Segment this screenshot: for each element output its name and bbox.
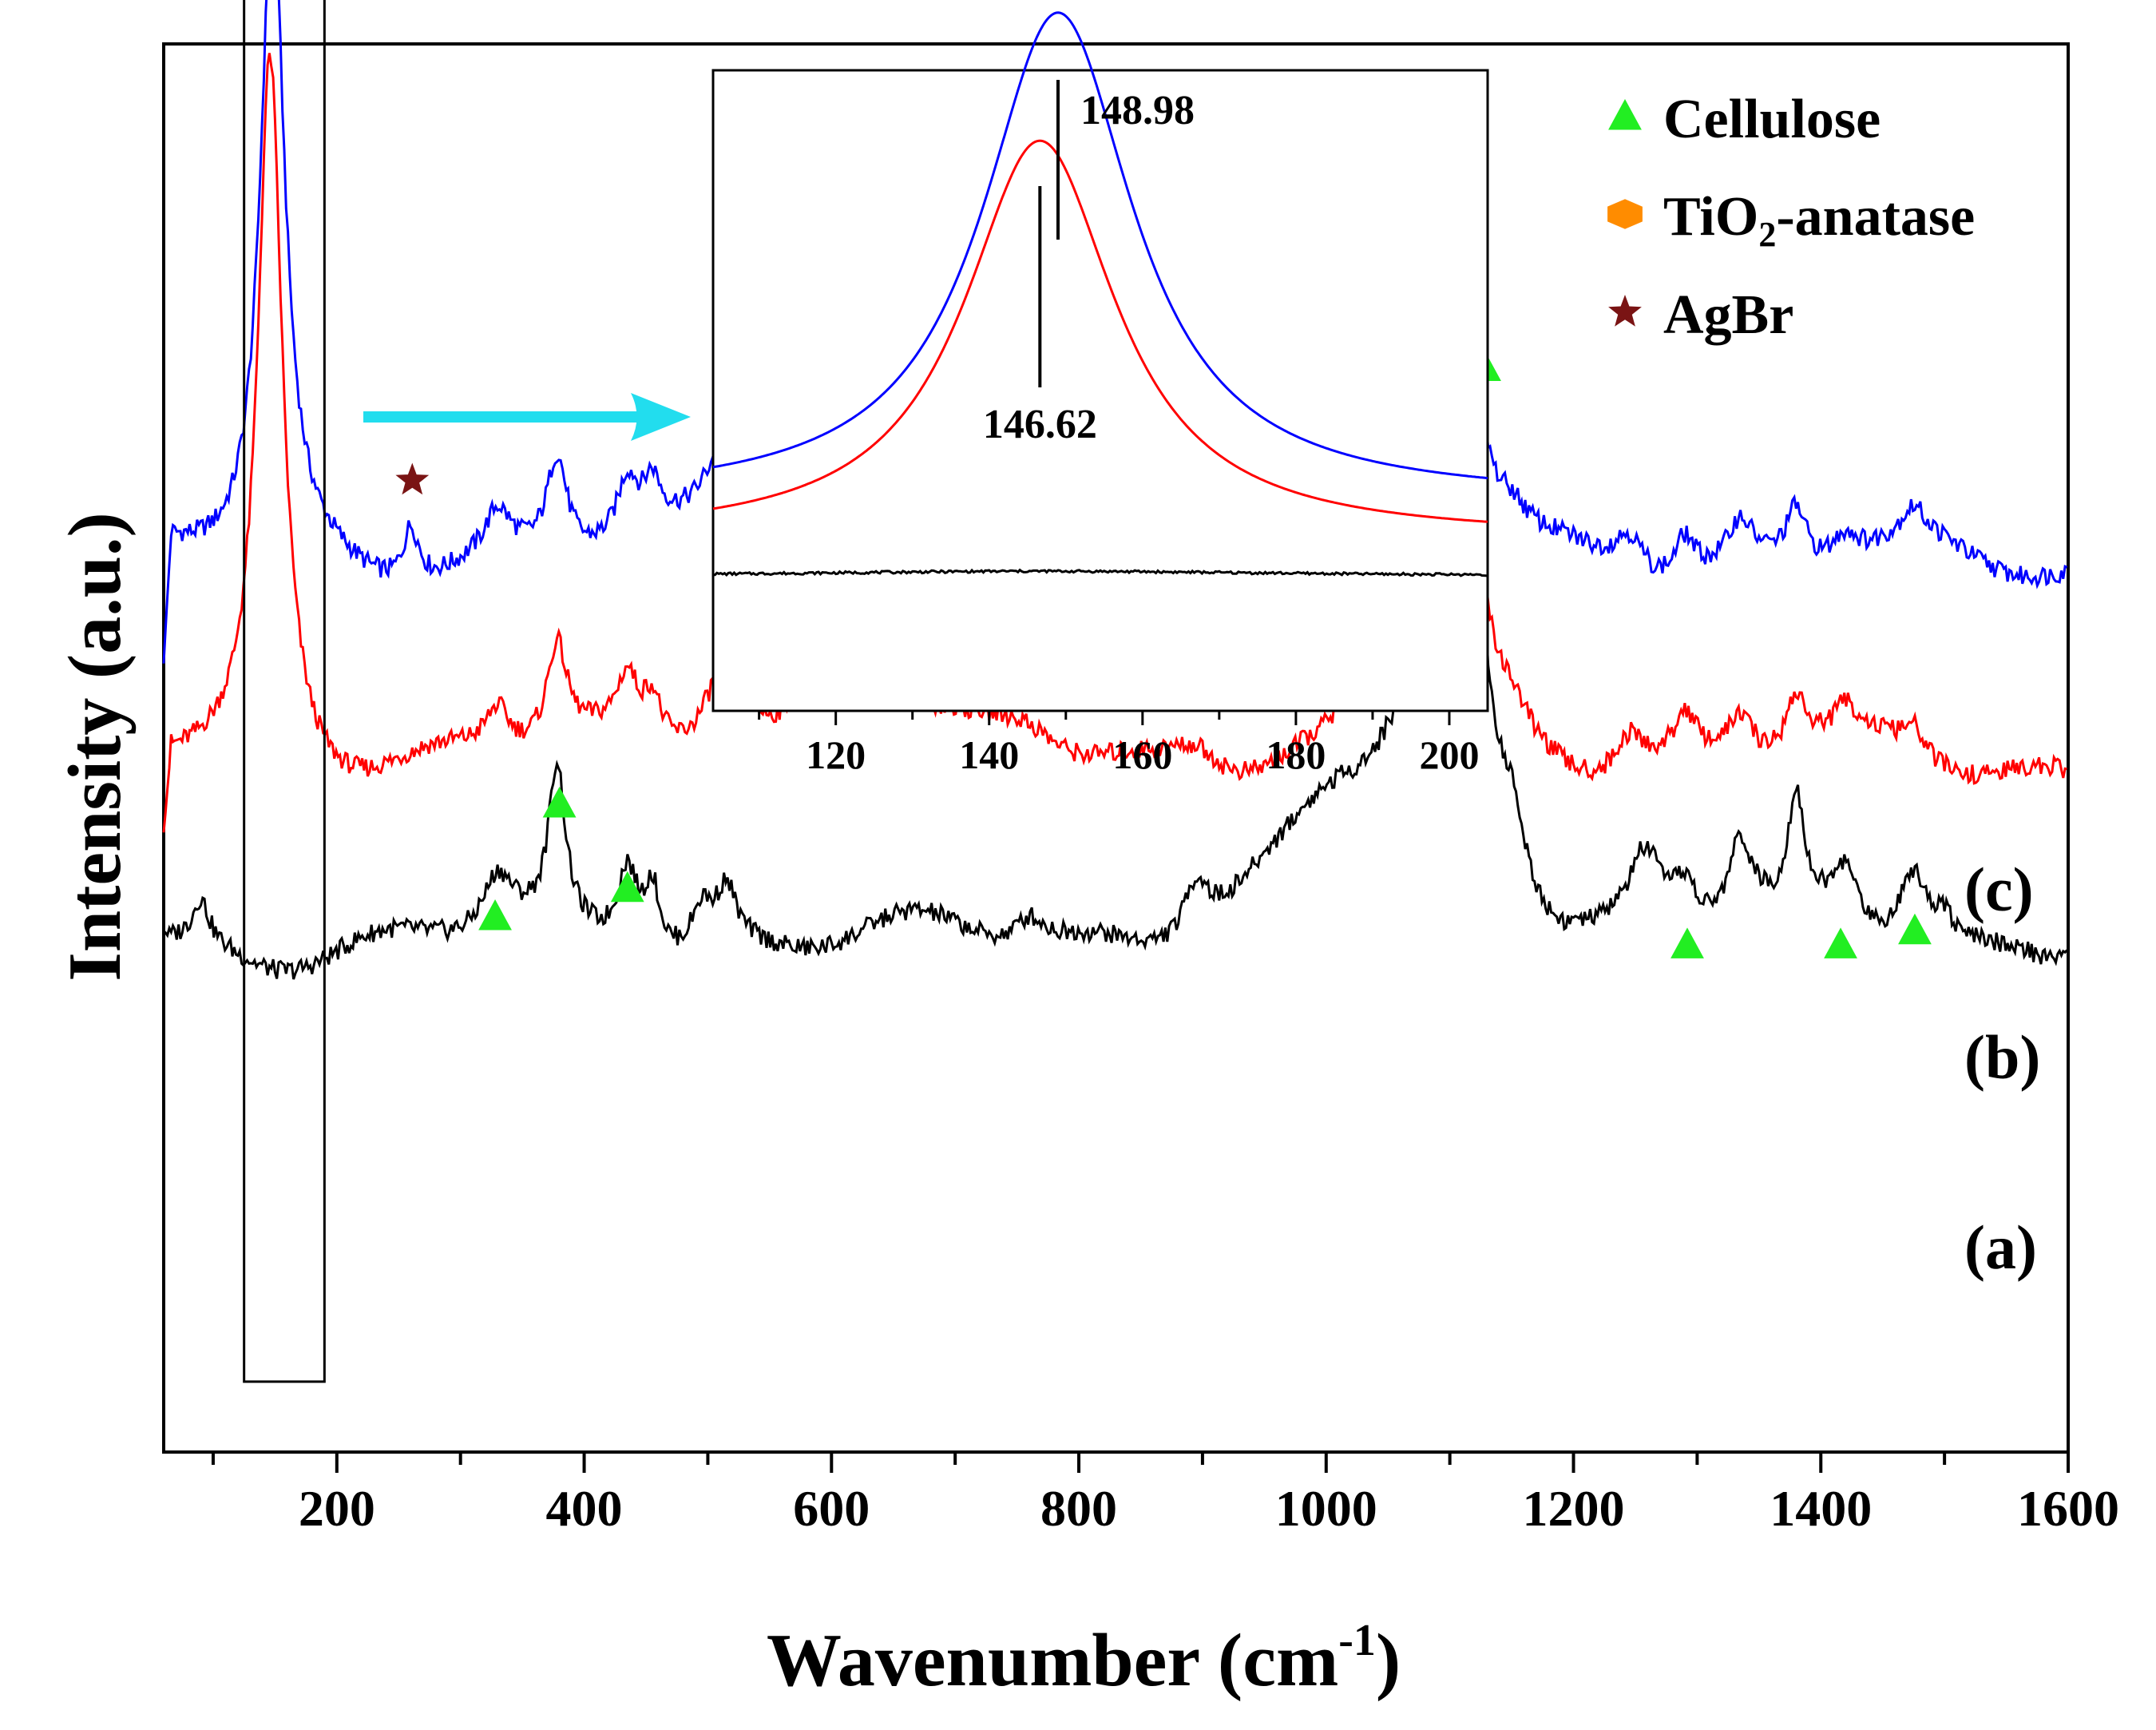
zoom-arrow bbox=[363, 393, 691, 441]
legend-item-label: TiO2-anatase bbox=[1663, 186, 1975, 254]
inset-x-tick-label: 200 bbox=[1419, 732, 1479, 777]
cellulose-marker bbox=[1824, 927, 1857, 958]
agbr-marker bbox=[395, 462, 430, 495]
x-tick-label: 1400 bbox=[1770, 1480, 1872, 1537]
inset-x-tick-label: 180 bbox=[1266, 732, 1326, 777]
peak-label-c: 148.98 bbox=[1080, 88, 1195, 133]
inset-plot: 120 140 160 180 200 148.98 146.62 bbox=[711, 11, 1489, 777]
legend: Cellulose TiO2-anatase AgBr bbox=[1607, 89, 1975, 346]
arrow-head bbox=[631, 393, 691, 441]
cellulose-marker bbox=[478, 899, 512, 930]
y-axis-title: Intensity (a.u.) bbox=[54, 512, 137, 982]
x-tick-label: 400 bbox=[546, 1480, 623, 1537]
legend-star-icon bbox=[1608, 295, 1642, 327]
x-axis-title: Wavenumber (cm-1) bbox=[767, 1616, 1401, 1702]
cellulose-marker bbox=[610, 871, 644, 903]
peak-label-b: 146.62 bbox=[983, 402, 1097, 447]
legend-triangle-icon bbox=[1608, 99, 1642, 130]
inset-trace-c bbox=[712, 11, 1488, 480]
highlight-box bbox=[243, 0, 326, 1383]
cellulose-marker bbox=[542, 787, 577, 818]
trace-label-c: (c) bbox=[1964, 855, 2034, 924]
inset-x-tick-label: 120 bbox=[806, 732, 866, 777]
legend-item-label: AgBr bbox=[1663, 284, 1793, 346]
legend-hexagon-icon bbox=[1607, 199, 1643, 229]
inset-trace-b bbox=[712, 139, 1488, 523]
inset-x-tick-label: 160 bbox=[1112, 732, 1172, 777]
inset-trace-a bbox=[713, 568, 1488, 577]
inset-frame bbox=[711, 69, 1489, 712]
plot-frame bbox=[162, 42, 2070, 1454]
x-tick-label: 600 bbox=[793, 1480, 870, 1537]
cellulose-marker bbox=[1671, 927, 1704, 958]
x-tick-label: 200 bbox=[299, 1480, 375, 1537]
cellulose-marker bbox=[1898, 913, 1932, 945]
legend-item-label: Cellulose bbox=[1663, 89, 1881, 150]
x-tick-label: 800 bbox=[1040, 1480, 1117, 1537]
trace-b bbox=[162, 53, 2067, 833]
x-tick-label: 1000 bbox=[1275, 1480, 1377, 1537]
trace-label-b: (b) bbox=[1964, 1022, 2040, 1092]
trace-a bbox=[162, 360, 2068, 980]
x-tick-label: 1600 bbox=[2017, 1480, 2119, 1537]
x-tick-label: 1200 bbox=[1523, 1480, 1625, 1537]
x-axis-ticks: 200 400 600 800 1000 1200 1400 1600 bbox=[211, 1452, 2119, 1537]
trace-label-a: (a) bbox=[1964, 1212, 2037, 1282]
inset-x-tick-label: 140 bbox=[959, 732, 1019, 777]
